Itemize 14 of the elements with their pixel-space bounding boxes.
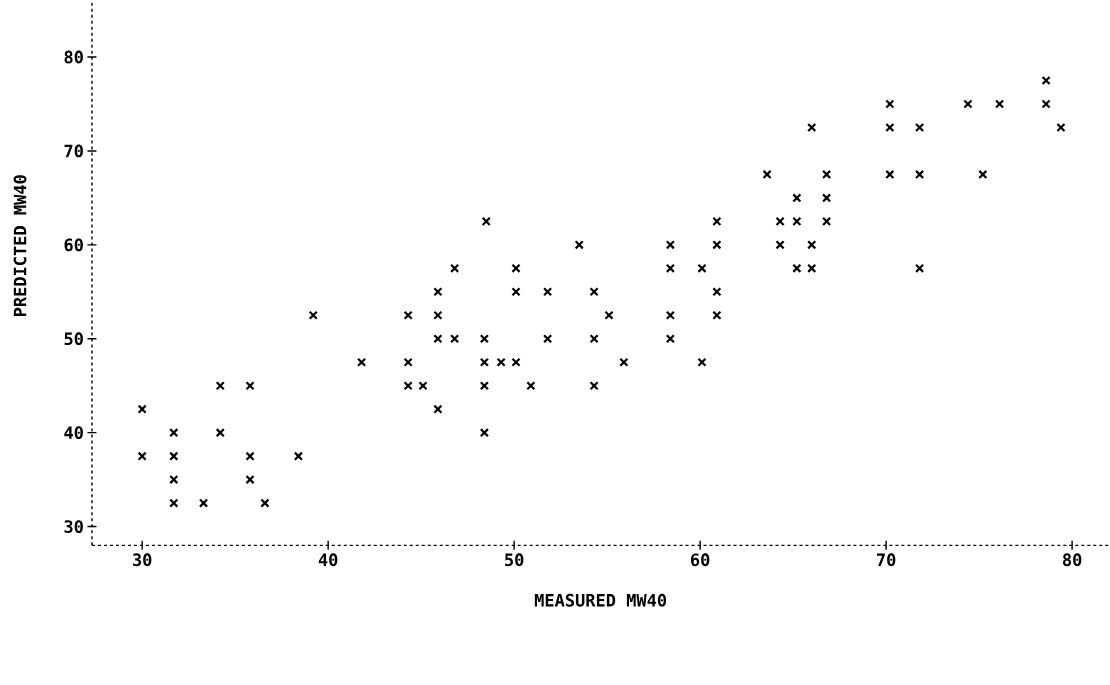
- y-axis-title: PREDICTED MW40: [13, 175, 27, 316]
- x-tick-label: 40: [318, 553, 338, 567]
- x-tick-label: 30: [132, 553, 152, 567]
- x-tick-label: 60: [690, 553, 710, 567]
- x-tick-label: 50: [505, 553, 524, 567]
- x-tick-label: 80: [1062, 553, 1082, 567]
- y-tick-label: 40: [64, 426, 83, 439]
- x-tick-label: 70: [877, 553, 896, 567]
- y-tick-label: 30: [64, 520, 83, 533]
- y-tick-label: 80: [64, 50, 83, 64]
- y-tick-label: 70: [64, 144, 83, 158]
- x-axis-title: MEASURED MW40: [534, 593, 667, 607]
- y-tick-label: 60: [64, 238, 83, 252]
- y-tick-label: 50: [64, 332, 83, 346]
